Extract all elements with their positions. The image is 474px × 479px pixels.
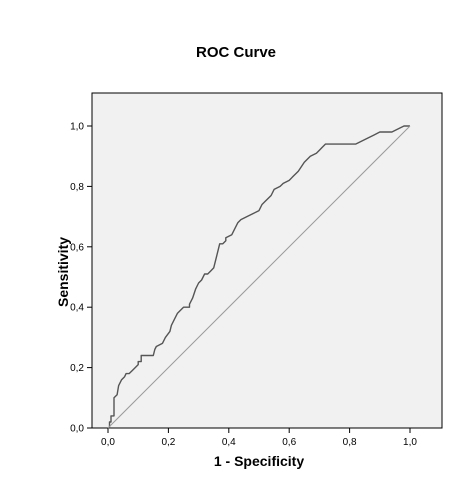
x-tick-label: 0,2	[161, 437, 175, 448]
y-axis-label: Sensitivity	[55, 237, 71, 307]
roc-curve-line	[108, 125, 410, 429]
y-tick-label: 0,4	[70, 303, 84, 314]
y-tick-label: 0,0	[70, 424, 84, 435]
x-tick-label: 0,0	[101, 437, 115, 448]
x-tick-label: 0,6	[282, 437, 296, 448]
chart-title: ROC Curve	[196, 44, 276, 61]
y-tick-label: 1,0	[70, 122, 84, 133]
x-tick-label: 0,8	[343, 437, 357, 448]
x-axis-label: 1 - Specificity	[214, 453, 304, 469]
reference-diagonal-line	[107, 125, 411, 429]
y-tick-label: 0,8	[70, 182, 84, 193]
y-tick-label: 0,2	[70, 363, 84, 374]
x-tick-label: 0,4	[222, 437, 236, 448]
x-tick-label: 1,0	[403, 437, 417, 448]
plot-area	[91, 92, 443, 429]
y-tick-label: 0,6	[70, 242, 84, 253]
